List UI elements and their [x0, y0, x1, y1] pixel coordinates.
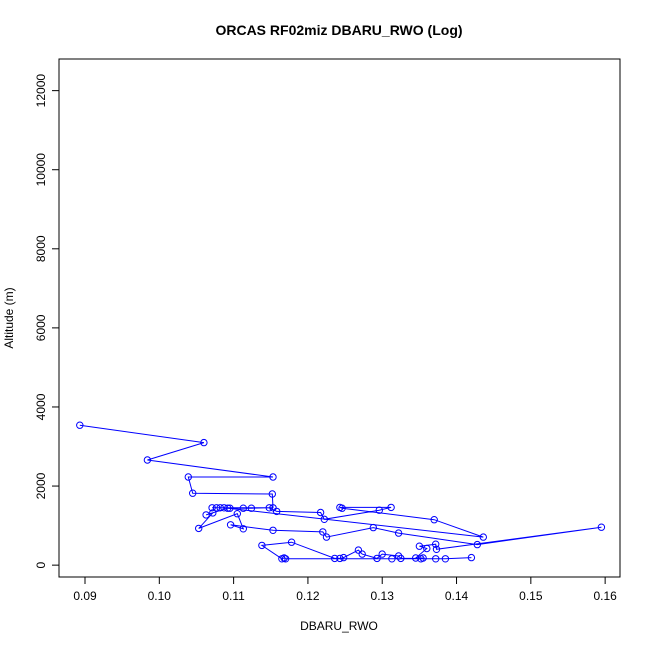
- data-point: [268, 490, 276, 498]
- x-tick-label: 0.12: [296, 589, 320, 603]
- data-point: [209, 509, 217, 517]
- data-point: [239, 504, 248, 512]
- y-tick-label: 0: [34, 561, 48, 568]
- data-point: [339, 553, 348, 562]
- data-point: [316, 508, 325, 517]
- data-point: [239, 525, 248, 533]
- data-point: [258, 541, 266, 550]
- data-point: [322, 533, 331, 541]
- x-tick-label: 0.15: [519, 589, 543, 603]
- data-point: [423, 544, 431, 553]
- data-point: [269, 526, 277, 534]
- data-point: [412, 554, 420, 562]
- x-axis-label: DBARU_RWO: [300, 619, 378, 633]
- y-tick-label: 2000: [34, 472, 48, 499]
- series-line: [79, 424, 602, 560]
- data-point: [354, 546, 363, 554]
- data-point: [208, 504, 216, 512]
- data-point: [432, 545, 441, 553]
- data-point: [200, 438, 208, 447]
- y-axis-label: Altitude (m): [2, 287, 16, 348]
- data-point: [473, 540, 481, 549]
- plot-frame: [58, 58, 621, 578]
- data-point: [224, 504, 232, 512]
- y-tick-label: 4000: [34, 393, 48, 420]
- data-point: [287, 538, 296, 546]
- data-point: [76, 421, 84, 429]
- data-point: [226, 504, 234, 512]
- data-point: [143, 456, 152, 464]
- data-point: [247, 504, 256, 512]
- chart-title: ORCAS RF02miz DBARU_RWO (Log): [215, 22, 462, 38]
- data-point: [336, 554, 344, 563]
- data-point: [195, 524, 203, 533]
- data-point: [189, 489, 197, 497]
- data-point: [202, 511, 210, 519]
- x-tick-label: 0.16: [593, 589, 617, 603]
- data-point: [212, 504, 221, 512]
- data-point: [479, 533, 487, 541]
- data-point: [369, 523, 377, 532]
- data-point: [597, 523, 606, 531]
- y-tick-label: 10000: [34, 153, 48, 187]
- data-point: [233, 510, 242, 518]
- data-point: [320, 515, 328, 523]
- data-point: [419, 554, 427, 562]
- data-point: [441, 555, 450, 563]
- data-point: [281, 555, 290, 563]
- data-point: [184, 473, 193, 481]
- data-point: [273, 507, 281, 516]
- y-tick-label: 12000: [34, 74, 48, 108]
- data-point: [265, 504, 273, 512]
- data-point: [394, 552, 403, 560]
- data-point: [397, 554, 405, 563]
- series-layer: [76, 421, 606, 563]
- x-tick-label: 0.13: [371, 589, 395, 603]
- data-point: [467, 553, 476, 562]
- y-axis: 0 2000 4000 6000 8000 10000 12000: [34, 74, 60, 568]
- data-point: [319, 528, 327, 536]
- data-point: [226, 521, 235, 529]
- data-point: [430, 516, 438, 524]
- x-tick-label: 0.11: [222, 589, 245, 603]
- data-point: [373, 554, 381, 563]
- data-point: [387, 503, 395, 512]
- data-point: [358, 550, 366, 558]
- data-point: [415, 542, 424, 550]
- data-point: [216, 504, 224, 512]
- data-point: [375, 506, 383, 514]
- data-point: [388, 555, 396, 563]
- y-tick-label: 6000: [34, 314, 48, 341]
- x-axis: 0.09 0.10 0.11 0.12 0.13 0.14 0.15 0.16: [73, 576, 617, 603]
- data-point: [378, 550, 386, 558]
- data-point: [269, 473, 277, 481]
- data-point: [432, 540, 440, 548]
- x-tick-label: 0.10: [148, 589, 172, 603]
- x-tick-label: 0.09: [73, 589, 97, 603]
- data-point: [394, 529, 403, 537]
- y-tick-label: 8000: [34, 235, 48, 262]
- data-point: [338, 504, 346, 512]
- data-point: [331, 554, 339, 563]
- data-point: [432, 555, 440, 563]
- x-tick-label: 0.14: [445, 589, 469, 603]
